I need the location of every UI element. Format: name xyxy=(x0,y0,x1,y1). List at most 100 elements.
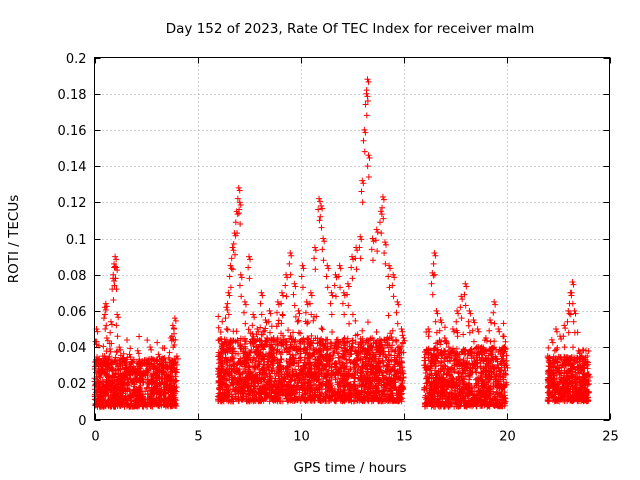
data-point xyxy=(97,374,104,381)
data-point xyxy=(99,361,106,368)
data-point xyxy=(168,403,175,410)
data-point xyxy=(310,317,317,324)
data-point xyxy=(162,395,169,402)
data-point xyxy=(219,318,226,325)
data-point xyxy=(275,317,282,324)
data-point xyxy=(129,359,136,366)
data-point xyxy=(545,344,552,351)
data-point xyxy=(117,359,124,366)
data-point xyxy=(150,399,157,406)
data-point xyxy=(121,373,128,380)
data-point xyxy=(124,336,131,343)
data-point xyxy=(134,392,141,399)
data-point xyxy=(124,381,131,388)
data-point xyxy=(352,317,359,324)
data-point xyxy=(148,396,155,403)
data-point xyxy=(120,355,127,362)
data-point xyxy=(150,356,157,363)
data-point xyxy=(120,383,127,390)
data-point xyxy=(109,393,116,400)
data-point xyxy=(392,348,399,355)
data-point xyxy=(100,367,107,374)
data-point xyxy=(111,385,118,392)
data-point xyxy=(230,328,237,335)
data-point xyxy=(145,391,152,398)
data-point xyxy=(163,364,170,371)
x-tick-label: 10 xyxy=(293,430,310,445)
data-point xyxy=(115,366,122,373)
data-point xyxy=(500,320,507,327)
data-point xyxy=(125,376,132,383)
data-point xyxy=(140,398,147,405)
data-point xyxy=(157,389,164,396)
data-point xyxy=(112,371,119,378)
data-point xyxy=(250,343,257,350)
data-point xyxy=(153,395,160,402)
data-point xyxy=(95,393,102,400)
data-point xyxy=(156,376,163,383)
data-point xyxy=(585,348,592,355)
data-point xyxy=(172,394,179,401)
data-point xyxy=(297,330,304,337)
data-point xyxy=(105,384,112,391)
y-tick-label: 0.04 xyxy=(58,341,87,356)
data-point xyxy=(144,365,151,372)
data-point xyxy=(324,336,331,343)
data-point xyxy=(100,343,107,350)
data-point xyxy=(217,329,224,336)
grid xyxy=(94,57,610,420)
data-point xyxy=(113,394,120,401)
data-point xyxy=(491,338,498,345)
data-point xyxy=(126,392,133,399)
data-point xyxy=(142,372,149,379)
data-point xyxy=(131,398,138,405)
axis-ticks: 00.020.040.060.080.10.120.140.160.180.20… xyxy=(58,52,619,445)
data-point xyxy=(102,370,109,377)
data-point xyxy=(161,345,168,352)
x-axis-label: GPS time / hours xyxy=(293,460,406,476)
data-point xyxy=(111,401,118,408)
data-point xyxy=(106,346,113,353)
data-point xyxy=(166,349,173,356)
data-point xyxy=(373,329,380,336)
data-point xyxy=(127,393,134,400)
data-point xyxy=(167,397,174,404)
data-point xyxy=(105,374,112,381)
data-point xyxy=(364,319,371,326)
data-point xyxy=(163,383,170,390)
data-point xyxy=(319,326,326,333)
data-point xyxy=(120,388,127,395)
data-points xyxy=(91,76,593,410)
data-point xyxy=(130,386,137,393)
data-point xyxy=(129,358,136,365)
data-point xyxy=(144,337,151,344)
y-tick-label: 0.18 xyxy=(58,88,87,103)
data-point xyxy=(108,387,115,394)
x-tick-label: 25 xyxy=(602,430,619,445)
data-point xyxy=(150,386,157,393)
data-point xyxy=(113,349,120,356)
data-point xyxy=(570,344,577,351)
data-point xyxy=(124,354,131,361)
data-point xyxy=(104,380,111,387)
data-point xyxy=(123,396,130,403)
data-point xyxy=(215,313,222,320)
data-point xyxy=(173,377,180,384)
data-point xyxy=(318,325,325,332)
data-point xyxy=(268,323,275,330)
data-point xyxy=(114,348,121,355)
data-point xyxy=(124,366,131,373)
data-point xyxy=(161,355,168,362)
data-point xyxy=(98,371,105,378)
data-point xyxy=(126,403,133,410)
data-point xyxy=(161,378,168,385)
data-point xyxy=(95,357,102,364)
y-tick-label: 0.14 xyxy=(58,160,87,175)
y-tick-label: 0.06 xyxy=(58,305,87,320)
data-point xyxy=(154,339,161,346)
data-point xyxy=(138,398,145,405)
data-point xyxy=(153,366,160,373)
data-point xyxy=(109,373,116,380)
data-point xyxy=(149,378,156,385)
